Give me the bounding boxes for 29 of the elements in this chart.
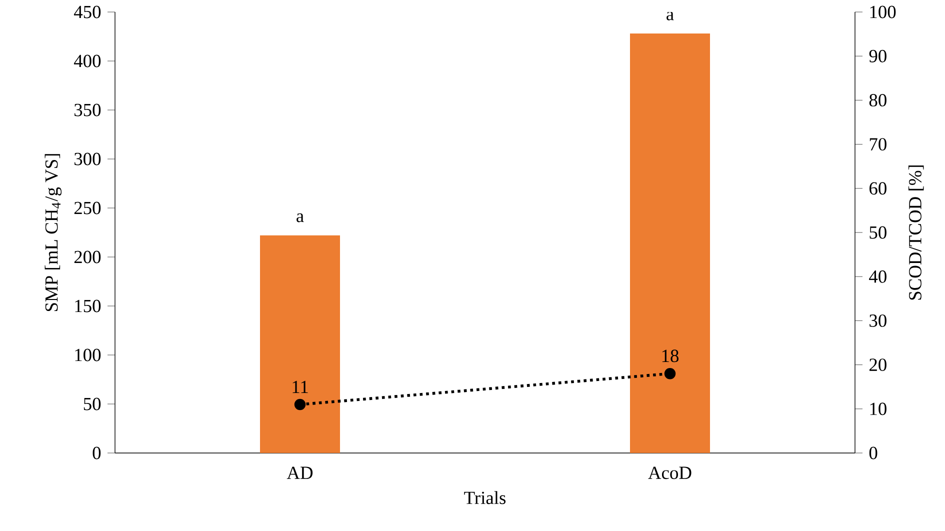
y2-tick-label: 20	[870, 358, 886, 372]
y2-tick-label: 10	[870, 402, 886, 416]
y-tick-label: 250	[74, 202, 101, 214]
x-axis-title: Trials	[464, 491, 506, 504]
y-tick-label: 50	[84, 398, 101, 410]
y2-tick-label: 90	[869, 50, 886, 62]
y-tick-label: 0	[92, 446, 101, 460]
y2-tick-label: 70	[870, 138, 886, 151]
y-tick-label: 450	[74, 6, 101, 18]
y2-tick-label: 0	[869, 446, 878, 460]
y-tick-label: 400	[74, 54, 101, 68]
y-tick-label: 100	[75, 348, 101, 362]
y2-tick-label: 80	[869, 94, 886, 106]
x-tick-label: AD	[286, 466, 313, 479]
y2-tick-label: 50	[870, 226, 886, 239]
data-label: 18	[662, 350, 679, 362]
y-tick-label: 200	[74, 250, 101, 264]
annotation: a	[296, 213, 304, 222]
x-tick-label: AcoD	[648, 466, 692, 480]
y2-axis-title: SCOD/TCOD [%]	[908, 165, 924, 300]
y2-tick-label: 60	[870, 182, 886, 195]
y-axis-title: SMP [mL CH$_{4}$/g VS]	[44, 154, 62, 312]
y-tick-label: 300	[74, 152, 101, 166]
y-tick-label: 350	[74, 104, 101, 116]
y-tick-label: 150	[75, 300, 101, 312]
data-label: 11	[292, 380, 308, 393]
y2-tick-label: 40	[869, 270, 886, 283]
y2-tick-label: 100	[870, 6, 896, 18]
y2-tick-label: 30	[870, 314, 886, 327]
